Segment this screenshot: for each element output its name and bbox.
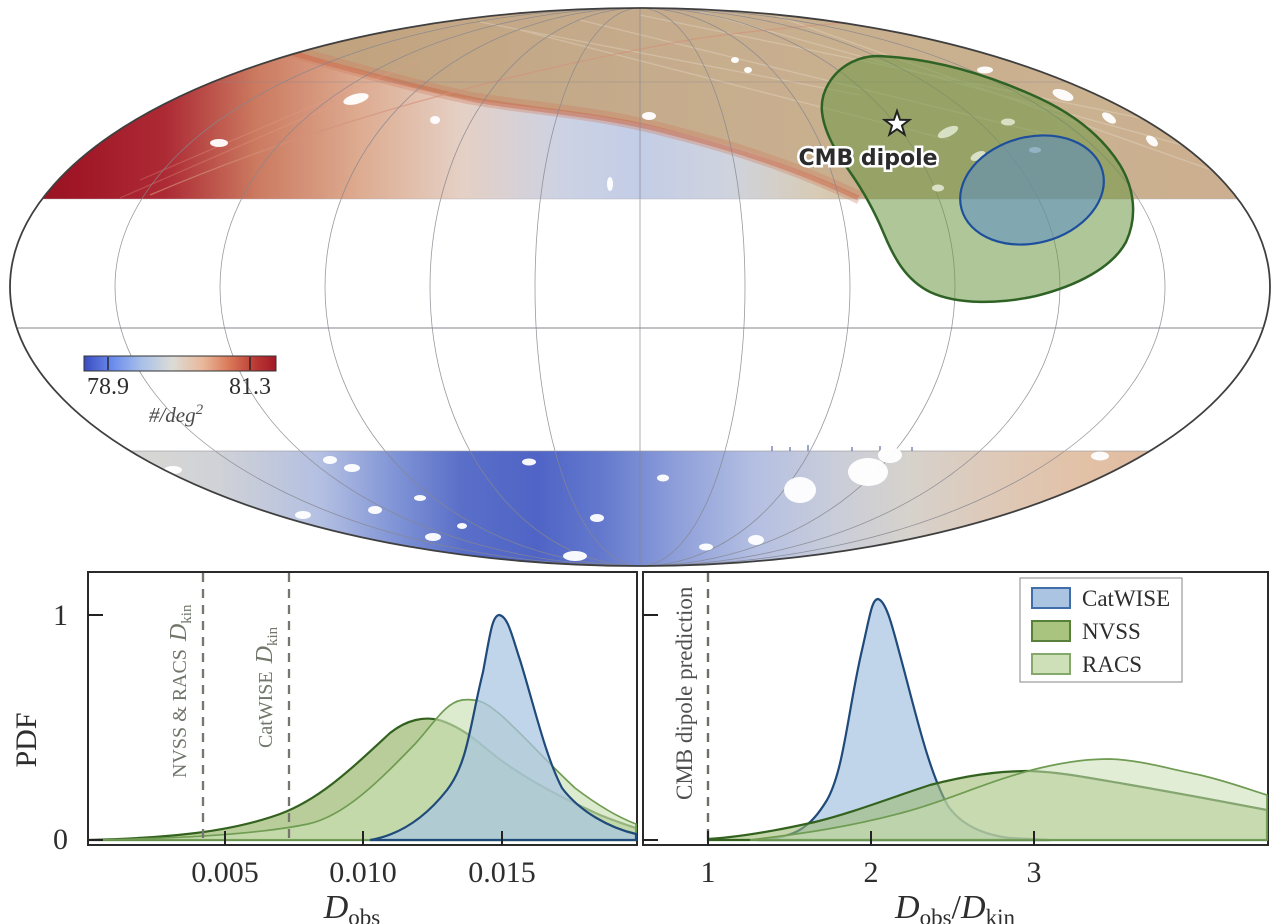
left-xlabel: Dobs: [323, 889, 381, 924]
right-plot-ticks: [643, 614, 1035, 845]
catwise-contour: [959, 134, 1105, 246]
left-xtick-0010: 0.010: [329, 856, 397, 889]
map-red-boundary-core: [267, 43, 860, 201]
legend-swatch-racs: [1031, 653, 1071, 675]
legend-label-catwise: CatWISE: [1082, 586, 1170, 611]
left-curve-catwise: [369, 613, 638, 842]
vline-nvss-racs-label: NVSS & RACSDkin: [166, 604, 195, 778]
masked-patches: [114, 19, 1238, 561]
left-xtick-0015: 0.015: [468, 856, 536, 889]
colorbar-gradient: [83, 355, 277, 372]
left-plot-ticks: [88, 614, 503, 845]
colorbar-units-sup: 2: [196, 402, 204, 418]
legend-label-racs: RACS: [1082, 652, 1142, 677]
legend: CatWISE NVSS RACS: [1019, 577, 1183, 683]
vline-catwise-label: CatWISEDkin: [252, 626, 281, 748]
right-xtick-1: 1: [701, 856, 716, 889]
legend-swatch-catwise: [1031, 587, 1071, 609]
cmb-dipole-star-icon: [881, 107, 913, 137]
mask-edge-dashes: [771, 445, 913, 451]
legend-label-nvss: NVSS: [1082, 619, 1141, 644]
colorbar: 78.9 81.3 #/deg2: [83, 355, 277, 427]
left-ylabel: PDF: [10, 712, 43, 767]
colorbar-units-base: #/deg: [149, 403, 196, 427]
right-pdf-plot: CMB dipole prediction 1 2 3 Dobs/Dkin Ca…: [642, 571, 1269, 924]
right-xtick-2: 2: [864, 856, 879, 889]
colorbar-min-label: 78.9: [87, 374, 129, 400]
left-pdf-plot: NVSS & RACSDkin CatWISEDkin 1 0 0.005 0.…: [10, 571, 638, 924]
legend-swatch-nvss: [1031, 620, 1071, 642]
cmb-dipole-label: CMB dipole: [798, 146, 937, 171]
right-curve-racs: [749, 758, 1268, 841]
map-outline: [9, 7, 1271, 567]
colorbar-max-label: 81.3: [229, 374, 271, 400]
left-ytick-1: 1: [53, 599, 68, 632]
right-xlabel: Dobs/Dkin: [894, 889, 1015, 924]
sky-map: CMB dipole: [9, 7, 1271, 567]
left-ytick-0: 0: [53, 823, 68, 856]
colorbar-units-label: #/deg2: [149, 402, 204, 427]
map-left-streaks: [119, 59, 421, 199]
left-xtick-0005: 0.005: [191, 856, 259, 889]
right-xtick-3: 3: [1027, 856, 1042, 889]
vline-cmb-prediction-label: CMB dipole prediction: [672, 586, 697, 800]
